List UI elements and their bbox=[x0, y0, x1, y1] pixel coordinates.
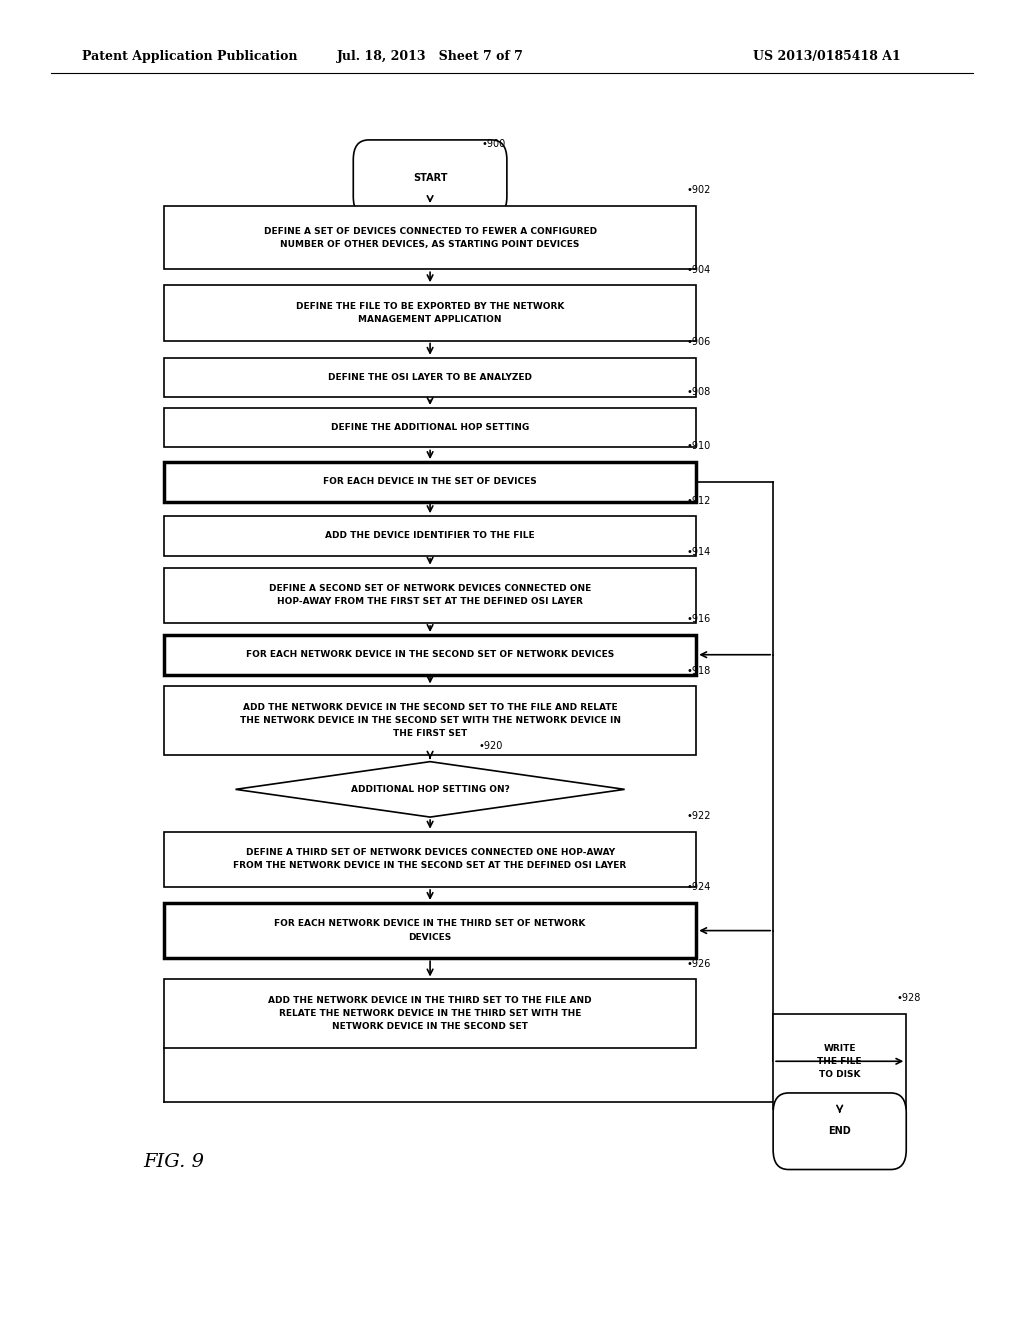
Text: START: START bbox=[413, 173, 447, 183]
Text: WRITE: WRITE bbox=[823, 1044, 856, 1052]
FancyBboxPatch shape bbox=[164, 568, 696, 623]
FancyBboxPatch shape bbox=[164, 832, 696, 887]
Text: ADD THE DEVICE IDENTIFIER TO THE FILE: ADD THE DEVICE IDENTIFIER TO THE FILE bbox=[326, 532, 535, 540]
Text: •918: •918 bbox=[686, 665, 711, 676]
Text: Jul. 18, 2013   Sheet 7 of 7: Jul. 18, 2013 Sheet 7 of 7 bbox=[337, 50, 523, 63]
Text: US 2013/0185418 A1: US 2013/0185418 A1 bbox=[754, 50, 901, 63]
FancyBboxPatch shape bbox=[164, 462, 696, 502]
Text: MANAGEMENT APPLICATION: MANAGEMENT APPLICATION bbox=[358, 315, 502, 323]
Text: DEFINE THE FILE TO BE EXPORTED BY THE NETWORK: DEFINE THE FILE TO BE EXPORTED BY THE NE… bbox=[296, 302, 564, 310]
FancyBboxPatch shape bbox=[773, 1093, 906, 1170]
Text: FIG. 9: FIG. 9 bbox=[143, 1152, 205, 1171]
FancyBboxPatch shape bbox=[164, 408, 696, 447]
FancyBboxPatch shape bbox=[164, 285, 696, 341]
Text: FOR EACH DEVICE IN THE SET OF DEVICES: FOR EACH DEVICE IN THE SET OF DEVICES bbox=[324, 478, 537, 486]
Text: DEFINE A SECOND SET OF NETWORK DEVICES CONNECTED ONE: DEFINE A SECOND SET OF NETWORK DEVICES C… bbox=[269, 585, 591, 593]
Text: DEFINE A SET OF DEVICES CONNECTED TO FEWER A CONFIGURED: DEFINE A SET OF DEVICES CONNECTED TO FEW… bbox=[263, 227, 597, 235]
FancyBboxPatch shape bbox=[773, 1014, 906, 1109]
Text: DEVICES: DEVICES bbox=[409, 933, 452, 941]
Text: •900: •900 bbox=[481, 139, 506, 149]
Text: RELATE THE NETWORK DEVICE IN THE THIRD SET WITH THE: RELATE THE NETWORK DEVICE IN THE THIRD S… bbox=[279, 1010, 582, 1018]
Text: •922: •922 bbox=[686, 810, 711, 821]
Text: FOR EACH NETWORK DEVICE IN THE THIRD SET OF NETWORK: FOR EACH NETWORK DEVICE IN THE THIRD SET… bbox=[274, 920, 586, 928]
Polygon shape bbox=[236, 762, 625, 817]
Text: •920: •920 bbox=[478, 741, 503, 751]
Text: •914: •914 bbox=[686, 546, 711, 557]
Text: •926: •926 bbox=[686, 958, 711, 969]
Text: THE FILE: THE FILE bbox=[817, 1057, 862, 1065]
Text: FOR EACH NETWORK DEVICE IN THE SECOND SET OF NETWORK DEVICES: FOR EACH NETWORK DEVICE IN THE SECOND SE… bbox=[246, 651, 614, 659]
Text: •912: •912 bbox=[686, 495, 711, 506]
FancyBboxPatch shape bbox=[164, 516, 696, 556]
FancyBboxPatch shape bbox=[164, 979, 696, 1048]
Text: FROM THE NETWORK DEVICE IN THE SECOND SET AT THE DEFINED OSI LAYER: FROM THE NETWORK DEVICE IN THE SECOND SE… bbox=[233, 862, 627, 870]
Text: •924: •924 bbox=[686, 882, 711, 892]
Text: ADD THE NETWORK DEVICE IN THE SECOND SET TO THE FILE AND RELATE: ADD THE NETWORK DEVICE IN THE SECOND SET… bbox=[243, 704, 617, 711]
Text: •902: •902 bbox=[686, 185, 711, 195]
Text: •908: •908 bbox=[686, 387, 711, 397]
Text: •910: •910 bbox=[686, 441, 711, 451]
Text: THE FIRST SET: THE FIRST SET bbox=[393, 730, 467, 738]
Text: TO DISK: TO DISK bbox=[819, 1071, 860, 1078]
FancyBboxPatch shape bbox=[164, 903, 696, 958]
FancyBboxPatch shape bbox=[164, 206, 696, 269]
Text: THE NETWORK DEVICE IN THE SECOND SET WITH THE NETWORK DEVICE IN: THE NETWORK DEVICE IN THE SECOND SET WIT… bbox=[240, 717, 621, 725]
Text: DEFINE THE ADDITIONAL HOP SETTING: DEFINE THE ADDITIONAL HOP SETTING bbox=[331, 424, 529, 432]
Text: ADDITIONAL HOP SETTING ON?: ADDITIONAL HOP SETTING ON? bbox=[350, 785, 510, 793]
Text: •928: •928 bbox=[896, 993, 921, 1003]
Text: NUMBER OF OTHER DEVICES, AS STARTING POINT DEVICES: NUMBER OF OTHER DEVICES, AS STARTING POI… bbox=[281, 240, 580, 248]
Text: •916: •916 bbox=[686, 614, 711, 624]
Text: Patent Application Publication: Patent Application Publication bbox=[82, 50, 297, 63]
FancyBboxPatch shape bbox=[164, 686, 696, 755]
Text: ADD THE NETWORK DEVICE IN THE THIRD SET TO THE FILE AND: ADD THE NETWORK DEVICE IN THE THIRD SET … bbox=[268, 997, 592, 1005]
Text: •906: •906 bbox=[686, 337, 711, 347]
Text: END: END bbox=[828, 1126, 851, 1137]
FancyBboxPatch shape bbox=[164, 358, 696, 397]
Text: HOP-AWAY FROM THE FIRST SET AT THE DEFINED OSI LAYER: HOP-AWAY FROM THE FIRST SET AT THE DEFIN… bbox=[278, 598, 583, 606]
Text: DEFINE THE OSI LAYER TO BE ANALYZED: DEFINE THE OSI LAYER TO BE ANALYZED bbox=[328, 374, 532, 381]
Text: NETWORK DEVICE IN THE SECOND SET: NETWORK DEVICE IN THE SECOND SET bbox=[332, 1023, 528, 1031]
FancyBboxPatch shape bbox=[353, 140, 507, 216]
Text: •904: •904 bbox=[686, 264, 711, 275]
Text: DEFINE A THIRD SET OF NETWORK DEVICES CONNECTED ONE HOP-AWAY: DEFINE A THIRD SET OF NETWORK DEVICES CO… bbox=[246, 849, 614, 857]
FancyBboxPatch shape bbox=[164, 635, 696, 675]
